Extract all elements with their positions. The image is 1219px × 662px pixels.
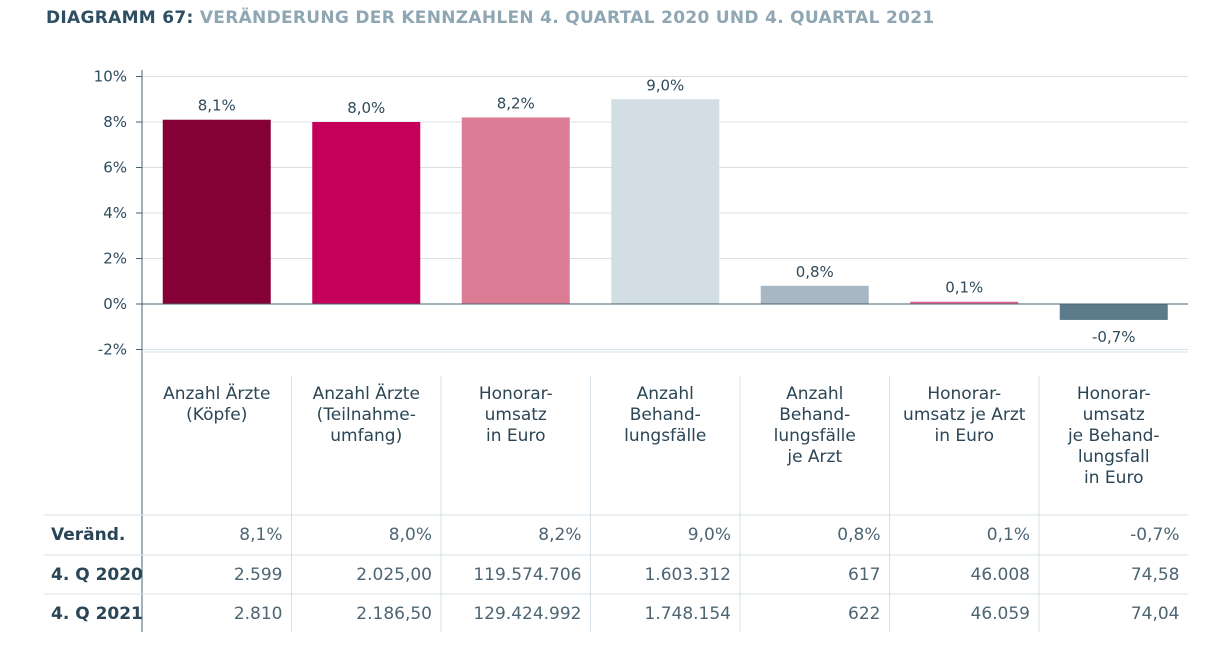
bar-value-label: -0,7% xyxy=(1092,328,1136,346)
bar xyxy=(312,122,421,304)
chart-title: DIAGRAMM 67: VERÄNDERUNG DER KENNZAHLEN … xyxy=(46,8,935,28)
bar-value-label: 0,1% xyxy=(945,279,983,297)
bar-value-label: 8,2% xyxy=(497,94,535,112)
y-tick-label: 6% xyxy=(103,159,127,177)
bar-value-label: 8,0% xyxy=(347,99,385,117)
title-lead: DIAGRAMM 67: xyxy=(46,8,194,28)
y-tick-label: 0% xyxy=(103,295,127,313)
bar xyxy=(611,99,720,304)
title-text: VERÄNDERUNG DER KENNZAHLEN 4. QUARTAL 20… xyxy=(199,8,935,28)
y-tick-label: 2% xyxy=(103,250,127,268)
bar-value-label: 9,0% xyxy=(646,76,684,94)
y-tick-label: 10% xyxy=(94,68,127,86)
bar xyxy=(910,301,1019,304)
y-tick-label: -2% xyxy=(98,341,127,359)
y-tick-label: 4% xyxy=(103,204,127,222)
bar xyxy=(760,285,869,304)
y-tick-label: 8% xyxy=(103,113,127,131)
bar xyxy=(461,117,570,304)
bar-value-label: 0,8% xyxy=(796,263,834,281)
bar xyxy=(162,119,271,304)
bar-value-label: 8,1% xyxy=(198,97,236,115)
bar xyxy=(1059,304,1168,320)
